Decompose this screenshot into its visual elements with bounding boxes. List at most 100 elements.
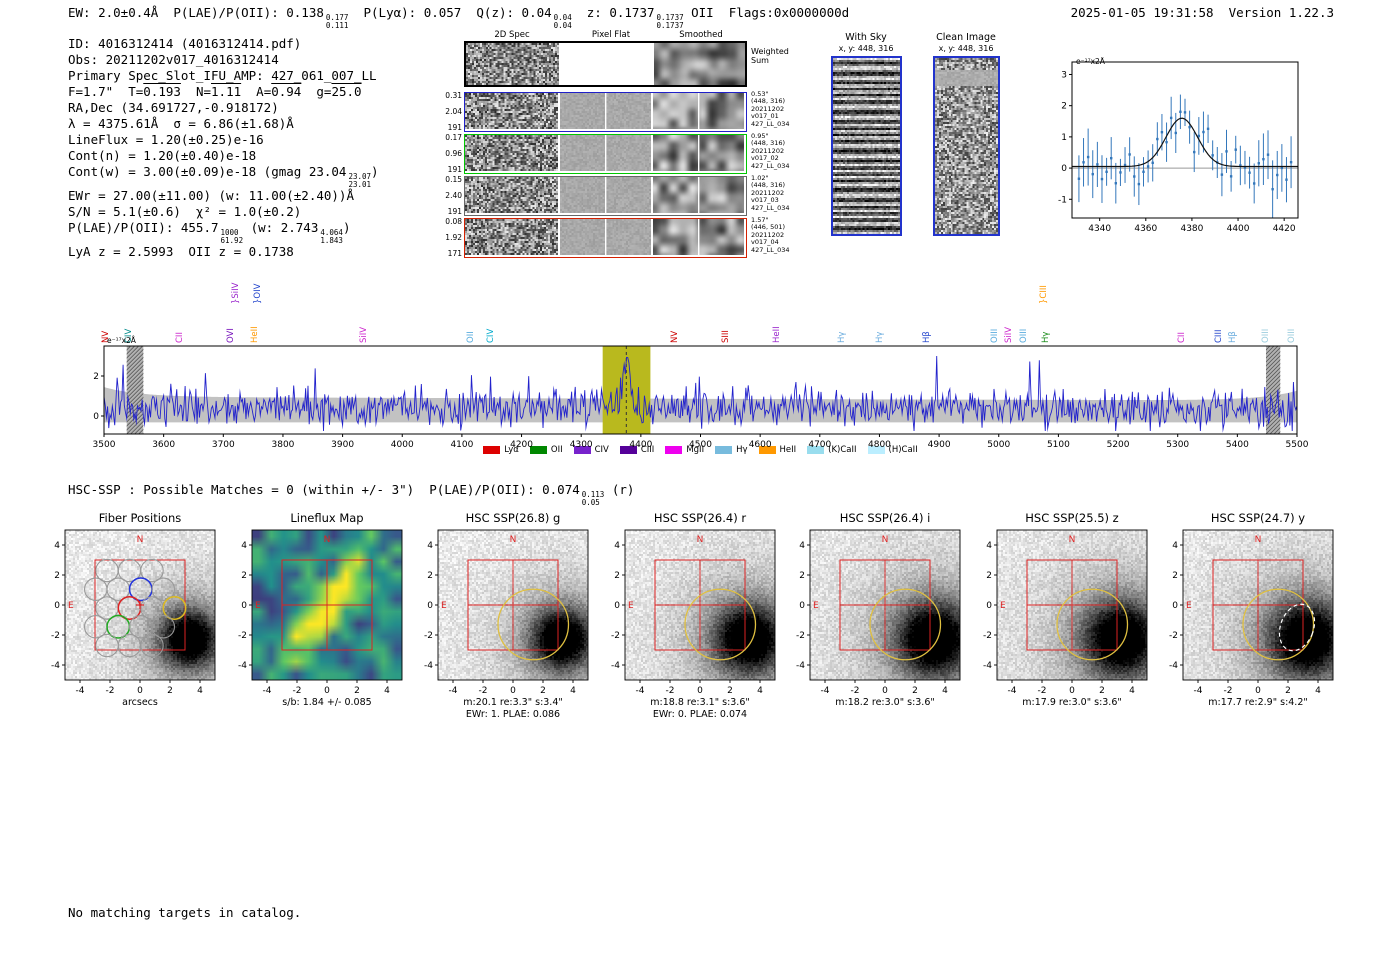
detection-info-block: ID: 4016312414 (4016312414.pdf) Obs: 2021…: [68, 36, 379, 260]
emission-line-label: Hγ: [836, 331, 847, 343]
cutout-sublabel: EWr: 0. PLAE: 0.074: [652, 709, 748, 720]
value-range-stack: 0.177 0.111: [326, 14, 349, 29]
left-value: 191: [447, 123, 462, 132]
right-meta-line: (448, 316): [751, 97, 786, 106]
value-range-lo: 0.111: [325, 20, 349, 30]
clean-image-title: Clean Image: [936, 32, 996, 43]
emission-line-label: OIII: [1019, 328, 1030, 343]
emission-line-label: SiIV: [1004, 326, 1015, 343]
right-meta-line: v017_04: [751, 238, 779, 247]
info-line: Obs: 20211202v017_4016312414: [68, 52, 379, 68]
right-meta-line: 427_LL_034: [751, 161, 790, 170]
emission-line-label: }CIII: [1038, 285, 1049, 304]
legend-item: Lyα: [483, 445, 519, 455]
value-range-hi: 0.177: [325, 13, 349, 22]
legend-label: (H)CaII: [888, 445, 918, 455]
value-range-lo: 0.05: [581, 497, 600, 507]
weighted-sum-label-line1: Weighted: [751, 47, 789, 56]
cutout-title: HSC SSP(25.5) z: [1025, 511, 1119, 525]
info-line: LyA z = 2.5993 OII z = 0.1738: [68, 244, 379, 260]
right-meta-line: 20211202: [751, 104, 785, 113]
cutout-canvas-2: [226, 524, 418, 698]
cutout-sublabel: s/b: 1.84 +/- 0.085: [282, 697, 372, 708]
legend-item: HeII: [758, 445, 796, 455]
left-value: 0.17: [445, 133, 462, 142]
cutout-canvas-3: [412, 524, 604, 698]
legend-item: OII: [529, 445, 563, 455]
cutout-title: HSC SSP(26.4) i: [839, 511, 931, 525]
right-meta-line: 427_LL_034: [751, 119, 790, 128]
footer-note: No matching targets in catalog. Row inte…: [68, 874, 301, 953]
spec2d-row-canvas: [465, 135, 744, 171]
right-meta-line: (448, 316): [751, 139, 786, 148]
value-range-stack: 23.07 23.01: [348, 173, 371, 188]
text-segment: 25.0: [331, 84, 362, 99]
emission-line-label: OIII: [1260, 328, 1271, 343]
right-meta-line: 1.57": [751, 216, 769, 224]
left-value: 0.08: [445, 217, 462, 226]
value-range-stack: 0.04 0.04: [554, 14, 572, 29]
text-segment: (w: 2.743: [243, 220, 319, 235]
text-segment: ): [371, 164, 379, 179]
info-line: P(LAE)/P(OII): 455.7 1000 61.92 (w: 2.743 4…: [68, 220, 379, 244]
text-segment: Cont(n) = 1.20(±0.40)e-18: [68, 148, 257, 163]
legend-swatch: [483, 446, 501, 454]
emission-line-label: CII: [174, 332, 185, 343]
left-value: 2.04: [445, 107, 462, 116]
with-sky-canvas: [833, 58, 900, 234]
spec2d-row-canvas: [465, 219, 744, 255]
emission-line-label: Hγ: [1041, 331, 1052, 343]
text-segment: EW: 2.0±0.4Å P(LAE)/P(OII): 0.138: [68, 5, 324, 20]
text-segment: A=: [241, 84, 272, 99]
info-line: λ = 4375.61Å σ = 6.86(±1.68)Å: [68, 116, 379, 132]
info-line: RA,Dec (34.691727,-0.918172): [68, 100, 379, 116]
legend-label: CIV: [594, 445, 609, 455]
spec2d-row-canvas: [465, 177, 744, 213]
value-range-hi: 1000: [220, 228, 239, 237]
value-range-lo: 1.843: [320, 235, 343, 245]
spec2d-right-meta: 1.02" (448, 316) 20211202 v017_03 427_LL_034: [751, 174, 790, 212]
text-segment: 0.193: [143, 84, 181, 99]
info-line: ID: 4016312414 (4016312414.pdf): [68, 36, 379, 52]
cutout-canvas-6: [971, 524, 1163, 698]
text-segment: Cont(w) = 3.00(±0.09)e-18 (gmag 23.04: [68, 164, 347, 179]
legend-swatch: [807, 446, 825, 454]
cutout-sublabel: m:17.9 re:3.0" s:3.6": [1022, 697, 1122, 708]
footer-line-2: Row intentionally blank.: [68, 952, 301, 953]
value-range-hi: 0.113: [581, 490, 605, 499]
spec2d-right-meta: 1.57" (446, 501) 20211202 v017_04 427_LL_034: [751, 216, 790, 254]
emission-line-label: CIII: [1214, 329, 1225, 343]
spec2d-col-header-pixelflat: Pixel Flat: [591, 30, 631, 40]
emission-line-label: HeII: [250, 326, 261, 343]
text-segment: (r): [604, 482, 635, 497]
legend-item: (H)CaII: [867, 445, 918, 455]
legend-swatch: [573, 446, 591, 454]
right-meta-line: 0.53": [751, 90, 769, 98]
spec2d-row-canvas: [466, 43, 745, 85]
weighted-sum-row: [464, 41, 747, 87]
value-range-hi: 23.07: [348, 172, 372, 181]
spec2d-row: [464, 134, 747, 174]
cutout-xlabel: arcsecs: [122, 697, 158, 708]
text-segment: z: 0.1737: [571, 5, 655, 20]
text-segment: HSC-SSP : Possible Matches = 0 (within +…: [68, 482, 580, 497]
emission-line-label: Hβ: [921, 331, 932, 343]
cutout-sublabel: m:18.2 re:3.0" s:3.6": [835, 697, 935, 708]
emission-line-label: Hβ: [1227, 331, 1238, 343]
legend-item: MgII: [665, 445, 704, 455]
emission-line-label: }OIV: [253, 283, 264, 304]
value-range-lo: 61.92: [220, 235, 244, 245]
value-range-hi: 0.04: [553, 13, 572, 22]
spec2d-right-meta: 0.95" (448, 316) 20211202 v017_02 427_LL_034: [751, 132, 790, 170]
cutout-title: HSC SSP(24.7) y: [1210, 511, 1306, 525]
with-sky-coords: x, y: 448, 316: [838, 44, 894, 53]
emission-line-label: CII: [1177, 332, 1188, 343]
text-segment: F=1.7" T=: [68, 84, 144, 99]
right-meta-line: (446, 501): [751, 223, 786, 232]
legend-label: MgII: [686, 445, 705, 455]
text-segment: OII Flags:0x0000000d: [683, 5, 850, 20]
spec2d-col-header-2dspec: 2D Spec: [494, 30, 530, 40]
text-segment: N=: [180, 84, 212, 99]
text-segment: RA,Dec (34.691727,-0.918172): [68, 100, 279, 115]
text-segment: S/N = 5.1(±0.6) χ² = 1.0(±0.2): [68, 204, 302, 219]
